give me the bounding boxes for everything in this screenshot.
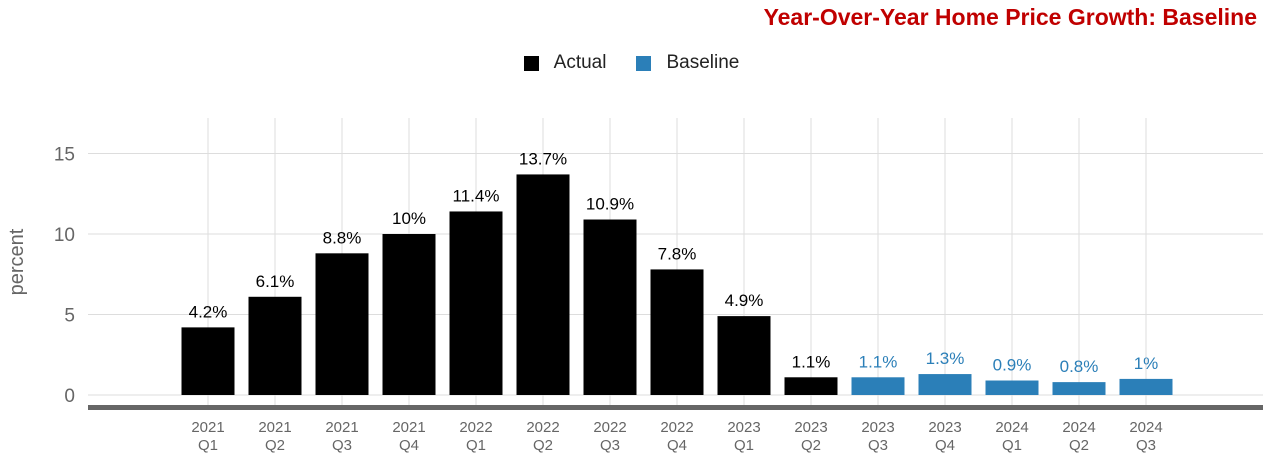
bar <box>382 234 436 395</box>
x-tick-label: 2023 Q3 <box>861 419 894 454</box>
data-label: 8.8% <box>323 228 362 247</box>
data-label: 4.9% <box>725 291 764 310</box>
bar <box>717 316 771 395</box>
legend-label-baseline: Baseline <box>666 52 740 73</box>
data-label: 1.1% <box>859 352 898 371</box>
data-label: 4.2% <box>189 302 228 321</box>
x-tick-label: 2023 Q1 <box>727 419 760 454</box>
bar <box>449 211 503 395</box>
data-label: 10.9% <box>586 195 634 214</box>
x-tick-label: 2021 Q4 <box>392 419 425 454</box>
bar <box>1119 378 1173 395</box>
bar <box>1052 382 1106 395</box>
bar <box>315 253 369 395</box>
legend-label-actual: Actual <box>553 52 607 73</box>
bar <box>985 380 1039 395</box>
bar <box>248 296 302 395</box>
data-label: 7.8% <box>658 244 697 263</box>
x-tick-label: 2021 Q2 <box>258 419 291 454</box>
x-tick-label: 2022 Q1 <box>459 419 492 454</box>
x-tick-label: 2021 Q1 <box>191 419 224 454</box>
data-label: 0.9% <box>993 356 1032 375</box>
data-label: 1% <box>1134 354 1159 373</box>
x-tick-label: 2021 Q3 <box>325 419 358 454</box>
legend-item-baseline: Baseline <box>636 52 739 74</box>
data-label: 0.8% <box>1060 357 1099 376</box>
x-tick-label: 2022 Q2 <box>526 419 559 454</box>
x-tick-label: 2023 Q4 <box>928 419 961 454</box>
x-tick-label: 2024 Q1 <box>995 419 1028 454</box>
data-label: 11.4% <box>453 186 500 205</box>
x-tick-label: 2024 Q2 <box>1062 419 1095 454</box>
y-tick-label: 15 <box>54 145 75 166</box>
bar <box>918 374 972 395</box>
bar <box>583 219 637 395</box>
y-axis-label: percent <box>6 228 28 295</box>
legend-item-actual: Actual <box>523 52 607 74</box>
data-label: 10% <box>392 209 426 228</box>
x-axis-line <box>88 405 1263 410</box>
data-label: 13.7% <box>519 149 567 168</box>
bar <box>181 327 235 395</box>
bar <box>851 377 905 395</box>
bar <box>650 269 704 395</box>
bar <box>784 377 838 395</box>
data-label: 1.1% <box>792 352 831 371</box>
y-tick-label: 10 <box>54 225 75 246</box>
legend-swatch-baseline <box>636 55 652 71</box>
legend-swatch-actual <box>523 55 539 71</box>
data-label: 6.1% <box>256 272 295 291</box>
legend: Actual Baseline <box>0 52 1263 74</box>
data-label: 1.3% <box>926 349 965 368</box>
x-tick-label: 2024 Q3 <box>1129 419 1162 454</box>
x-tick-label: 2022 Q4 <box>660 419 693 454</box>
y-tick-label: 0 <box>64 386 75 407</box>
x-tick-label: 2023 Q2 <box>794 419 827 454</box>
bar <box>516 174 570 395</box>
y-tick-label: 5 <box>64 306 75 327</box>
x-tick-label: 2022 Q3 <box>593 419 626 454</box>
chart-title: Year-Over-Year Home Price Growth: Baseli… <box>763 4 1257 30</box>
